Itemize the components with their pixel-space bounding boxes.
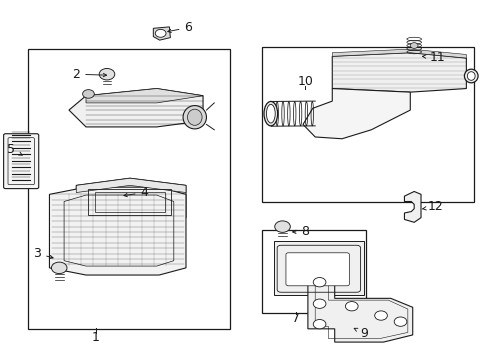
Polygon shape (76, 178, 185, 193)
Circle shape (313, 319, 325, 329)
Text: 9: 9 (353, 327, 367, 339)
Circle shape (51, 262, 67, 274)
Polygon shape (404, 192, 420, 222)
Circle shape (345, 302, 357, 311)
Text: 12: 12 (421, 201, 443, 213)
FancyBboxPatch shape (3, 134, 39, 189)
Bar (261, 230, 366, 313)
Text: 6: 6 (167, 21, 192, 34)
Polygon shape (49, 187, 185, 275)
Ellipse shape (264, 102, 277, 126)
Text: 3: 3 (33, 247, 53, 260)
Text: 10: 10 (297, 75, 313, 88)
Circle shape (313, 299, 325, 309)
Bar (88, 189, 171, 215)
Bar (95, 192, 164, 212)
Text: 8: 8 (292, 225, 309, 238)
Circle shape (313, 278, 325, 287)
Text: 5: 5 (7, 143, 22, 156)
Bar (261, 47, 473, 202)
Polygon shape (331, 53, 466, 92)
Text: 2: 2 (72, 68, 106, 81)
Circle shape (82, 90, 94, 98)
Polygon shape (307, 270, 412, 342)
Text: 4: 4 (123, 186, 148, 199)
Polygon shape (69, 89, 203, 127)
Ellipse shape (183, 105, 206, 129)
Polygon shape (153, 27, 170, 40)
Ellipse shape (187, 109, 202, 125)
Circle shape (274, 221, 290, 232)
Bar (27, 49, 229, 329)
Circle shape (393, 317, 406, 326)
Text: 11: 11 (422, 51, 444, 64)
FancyBboxPatch shape (285, 253, 348, 286)
Ellipse shape (467, 72, 474, 80)
Circle shape (374, 311, 386, 320)
Text: 1: 1 (92, 331, 100, 344)
Bar (273, 241, 363, 295)
Polygon shape (303, 89, 409, 139)
Circle shape (99, 68, 115, 80)
Polygon shape (331, 49, 466, 58)
Polygon shape (76, 178, 185, 225)
Ellipse shape (464, 69, 477, 83)
Circle shape (409, 42, 417, 48)
Circle shape (155, 30, 165, 37)
Text: 7: 7 (291, 311, 299, 325)
Polygon shape (86, 89, 203, 103)
Ellipse shape (266, 104, 275, 123)
